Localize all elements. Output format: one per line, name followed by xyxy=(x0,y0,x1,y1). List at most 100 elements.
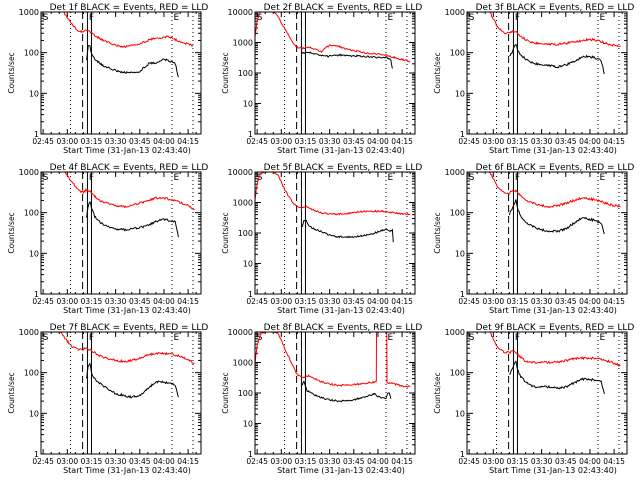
x-tick-label: 03:00 xyxy=(56,457,78,466)
x-tick-label: 03:00 xyxy=(482,457,504,466)
x-tick-label: 03:30 xyxy=(105,137,127,146)
y-tick-label: 100 xyxy=(450,209,465,218)
y-tick-label: 1 xyxy=(460,450,465,459)
x-tick-label: 02:45 xyxy=(246,297,268,306)
lld-series-line xyxy=(43,12,194,49)
x-axis-label: Start Time (31-Jan-13 02:43:40) xyxy=(489,466,617,475)
x-tick-label: 04:00 xyxy=(579,137,601,146)
x-tick-label: 03:45 xyxy=(555,457,577,466)
x-tick-label: 03:15 xyxy=(507,457,529,466)
y-tick-label: 10 xyxy=(243,260,253,269)
x-tick-label: 03:15 xyxy=(295,297,317,306)
marker-label-s: S xyxy=(469,333,475,343)
y-tick-label: 100 xyxy=(24,209,39,218)
plot-frame xyxy=(254,171,416,295)
events-series-line xyxy=(301,219,394,243)
x-tick-label: 02:45 xyxy=(458,297,480,306)
x-tick-label: 04:00 xyxy=(579,297,601,306)
marker-label-e: E xyxy=(173,333,179,343)
panel-6: Det 6f BLACK = Events, RED = LLD 1 10 100 10… xyxy=(433,163,634,315)
series-group xyxy=(467,172,621,235)
panel-title: Det 6f BLACK = Events, RED = LLD xyxy=(476,163,635,173)
x-axis-label: Start Time (31-Jan-13 02:43:40) xyxy=(63,306,191,315)
y-axis-label: Counts/sec xyxy=(7,52,16,93)
y-tick-label: 1 xyxy=(34,130,39,139)
x-axis-label: Start Time (31-Jan-13 02:43:40) xyxy=(277,146,405,155)
panel-8: Det 8f BLACK = Events, RED = LLD 1 10 100 10… xyxy=(221,323,422,475)
lld-series-line xyxy=(41,332,195,364)
panel-title: Det 7f BLACK = Events, RED = LLD xyxy=(50,323,209,333)
x-tick-label: 04:00 xyxy=(153,297,175,306)
y-tick-label: 1000 xyxy=(233,39,253,48)
plot-frame xyxy=(466,331,628,455)
events-series-line xyxy=(509,43,605,75)
x-tick-label: 04:15 xyxy=(177,457,199,466)
x-axis-label: Start Time (31-Jan-13 02:43:40) xyxy=(277,466,405,475)
panel-title: Det 9f BLACK = Events, RED = LLD xyxy=(476,323,635,333)
x-tick-label: 02:45 xyxy=(32,137,54,146)
x-tick-label: 03:15 xyxy=(507,137,529,146)
panel-title: Det 3f BLACK = Events, RED = LLD xyxy=(476,3,635,13)
x-tick-label: 03:30 xyxy=(319,137,341,146)
y-tick-label: 1 xyxy=(34,290,39,299)
x-tick-label: 03:15 xyxy=(507,297,529,306)
x-tick-label: 04:15 xyxy=(391,137,413,146)
panel-title: Det 4f BLACK = Events, RED = LLD xyxy=(50,163,209,173)
x-axis-label: Start Time (31-Jan-13 02:43:40) xyxy=(489,306,617,315)
marker-label-e: E xyxy=(387,333,393,343)
x-tick-label: 03:00 xyxy=(56,297,78,306)
events-series-line xyxy=(301,51,393,69)
plot-frame xyxy=(40,331,202,455)
events-series-line xyxy=(86,200,179,238)
plot-frame xyxy=(466,171,628,295)
y-tick-label: 1 xyxy=(248,130,253,139)
marker-label-s: S xyxy=(257,13,263,23)
marker-label-e: E xyxy=(387,173,393,183)
plot-frame xyxy=(40,11,202,135)
events-series-line xyxy=(508,199,605,235)
x-tick-label: 04:00 xyxy=(367,457,389,466)
plot-frame xyxy=(466,11,628,135)
x-tick-label: 03:00 xyxy=(56,137,78,146)
panel-title: Det 1f BLACK = Events, RED = LLD xyxy=(50,3,209,13)
y-tick-label: 100 xyxy=(450,369,465,378)
lld-series-line xyxy=(467,12,621,48)
x-tick-label: 02:45 xyxy=(246,457,268,466)
marker-label-f: F xyxy=(515,333,520,343)
y-tick-label: 10 xyxy=(29,89,39,98)
x-tick-label: 03:30 xyxy=(531,457,553,466)
x-tick-label: 04:00 xyxy=(367,297,389,306)
marker-label-f: F xyxy=(515,173,520,183)
panel-4: Det 4f BLACK = Events, RED = LLD 1 10 100 10… xyxy=(7,163,208,315)
x-tick-label: 03:00 xyxy=(270,297,292,306)
y-tick-label: 10000 xyxy=(228,8,253,17)
x-tick-label: 03:45 xyxy=(343,297,365,306)
marker-label-e: E xyxy=(599,333,605,343)
x-tick-label: 04:00 xyxy=(153,137,175,146)
x-tick-label: 03:45 xyxy=(555,137,577,146)
x-tick-label: 03:15 xyxy=(295,457,317,466)
lld-series-line xyxy=(467,332,621,367)
y-axis-label: Counts/sec xyxy=(221,372,230,413)
x-tick-label: 03:15 xyxy=(81,137,103,146)
y-tick-label: 10 xyxy=(455,89,465,98)
x-tick-label: 04:15 xyxy=(603,137,625,146)
x-tick-label: 04:15 xyxy=(391,457,413,466)
y-axis-label: Counts/sec xyxy=(433,52,442,93)
y-tick-label: 10000 xyxy=(228,168,253,177)
y-axis-label: Counts/sec xyxy=(7,212,16,253)
x-tick-label: 03:15 xyxy=(81,457,103,466)
y-tick-label: 100 xyxy=(450,49,465,58)
x-tick-label: 02:45 xyxy=(32,297,54,306)
x-tick-label: 02:45 xyxy=(246,137,268,146)
x-tick-label: 04:15 xyxy=(391,297,413,306)
x-tick-label: 04:15 xyxy=(603,457,625,466)
panel-5: Det 5f BLACK = Events, RED = LLD 1 10 100 10… xyxy=(221,163,422,315)
x-tick-label: 03:45 xyxy=(129,137,151,146)
marker-label-e: E xyxy=(173,173,179,183)
x-tick-label: 02:45 xyxy=(458,137,480,146)
y-axis-label: Counts/sec xyxy=(221,212,230,253)
x-tick-label: 03:45 xyxy=(343,457,365,466)
x-tick-label: 03:30 xyxy=(319,457,341,466)
x-tick-label: 03:45 xyxy=(129,457,151,466)
